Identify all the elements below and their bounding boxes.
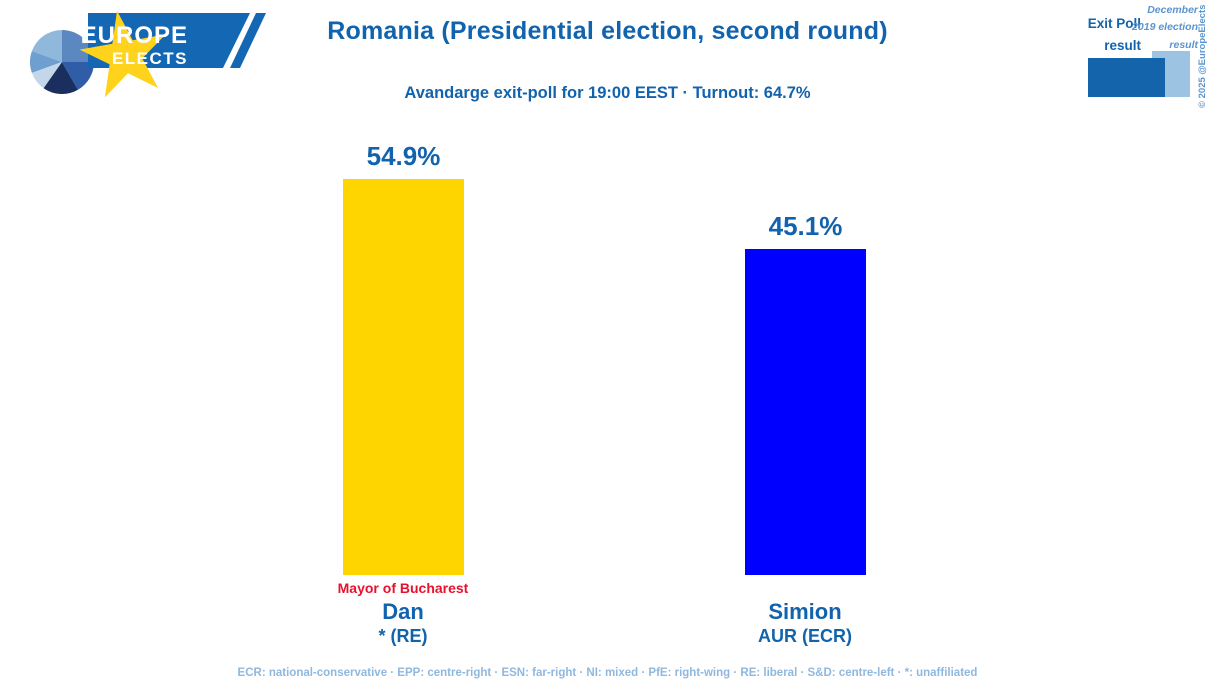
page-subtitle: Avandarge exit-poll for 19:00 EEST · Tur… [404,84,811,102]
bar-group: 45.1% [745,211,866,575]
bar-rect [343,179,464,575]
party-group-glossary: ECR: national-conservative · EPP: centre… [237,667,978,679]
copyright-text: © 2025 @EuropeElects [1197,4,1208,108]
candidate-party: AUR (ECR) [758,626,852,647]
legend-exit-poll-swatch [1088,58,1165,97]
candidate-note: Mayor of Bucharest [337,580,469,596]
pie-chart-icon [29,29,94,95]
brand-elects-text: ELECTS [112,49,188,68]
candidate-note [655,580,955,599]
bar-value-label: 45.1% [768,211,843,241]
europe-elects-logo: EUROPE ELECTS [29,10,266,98]
bar-rect [745,249,866,575]
candidate-label-group: Mayor of Bucharest Dan * (RE) [253,580,553,648]
candidate-party: * (RE) [378,626,428,647]
candidate-name: Simion [768,599,842,624]
page-title: Romania (Presidential election, second r… [327,17,888,45]
star-icon [79,10,166,98]
bar-value-label: 54.9% [366,141,441,171]
candidate-label-group: Simion AUR (ECR) [655,580,955,648]
legend-previous-result-label: December 2019 election result [1132,4,1198,51]
brand-europe-text: EUROPE [81,22,188,49]
bar-group: 54.9% [343,141,464,575]
legend-exit-poll-label: Exit Poll result [1087,16,1141,53]
candidate-name: Dan [382,599,424,624]
